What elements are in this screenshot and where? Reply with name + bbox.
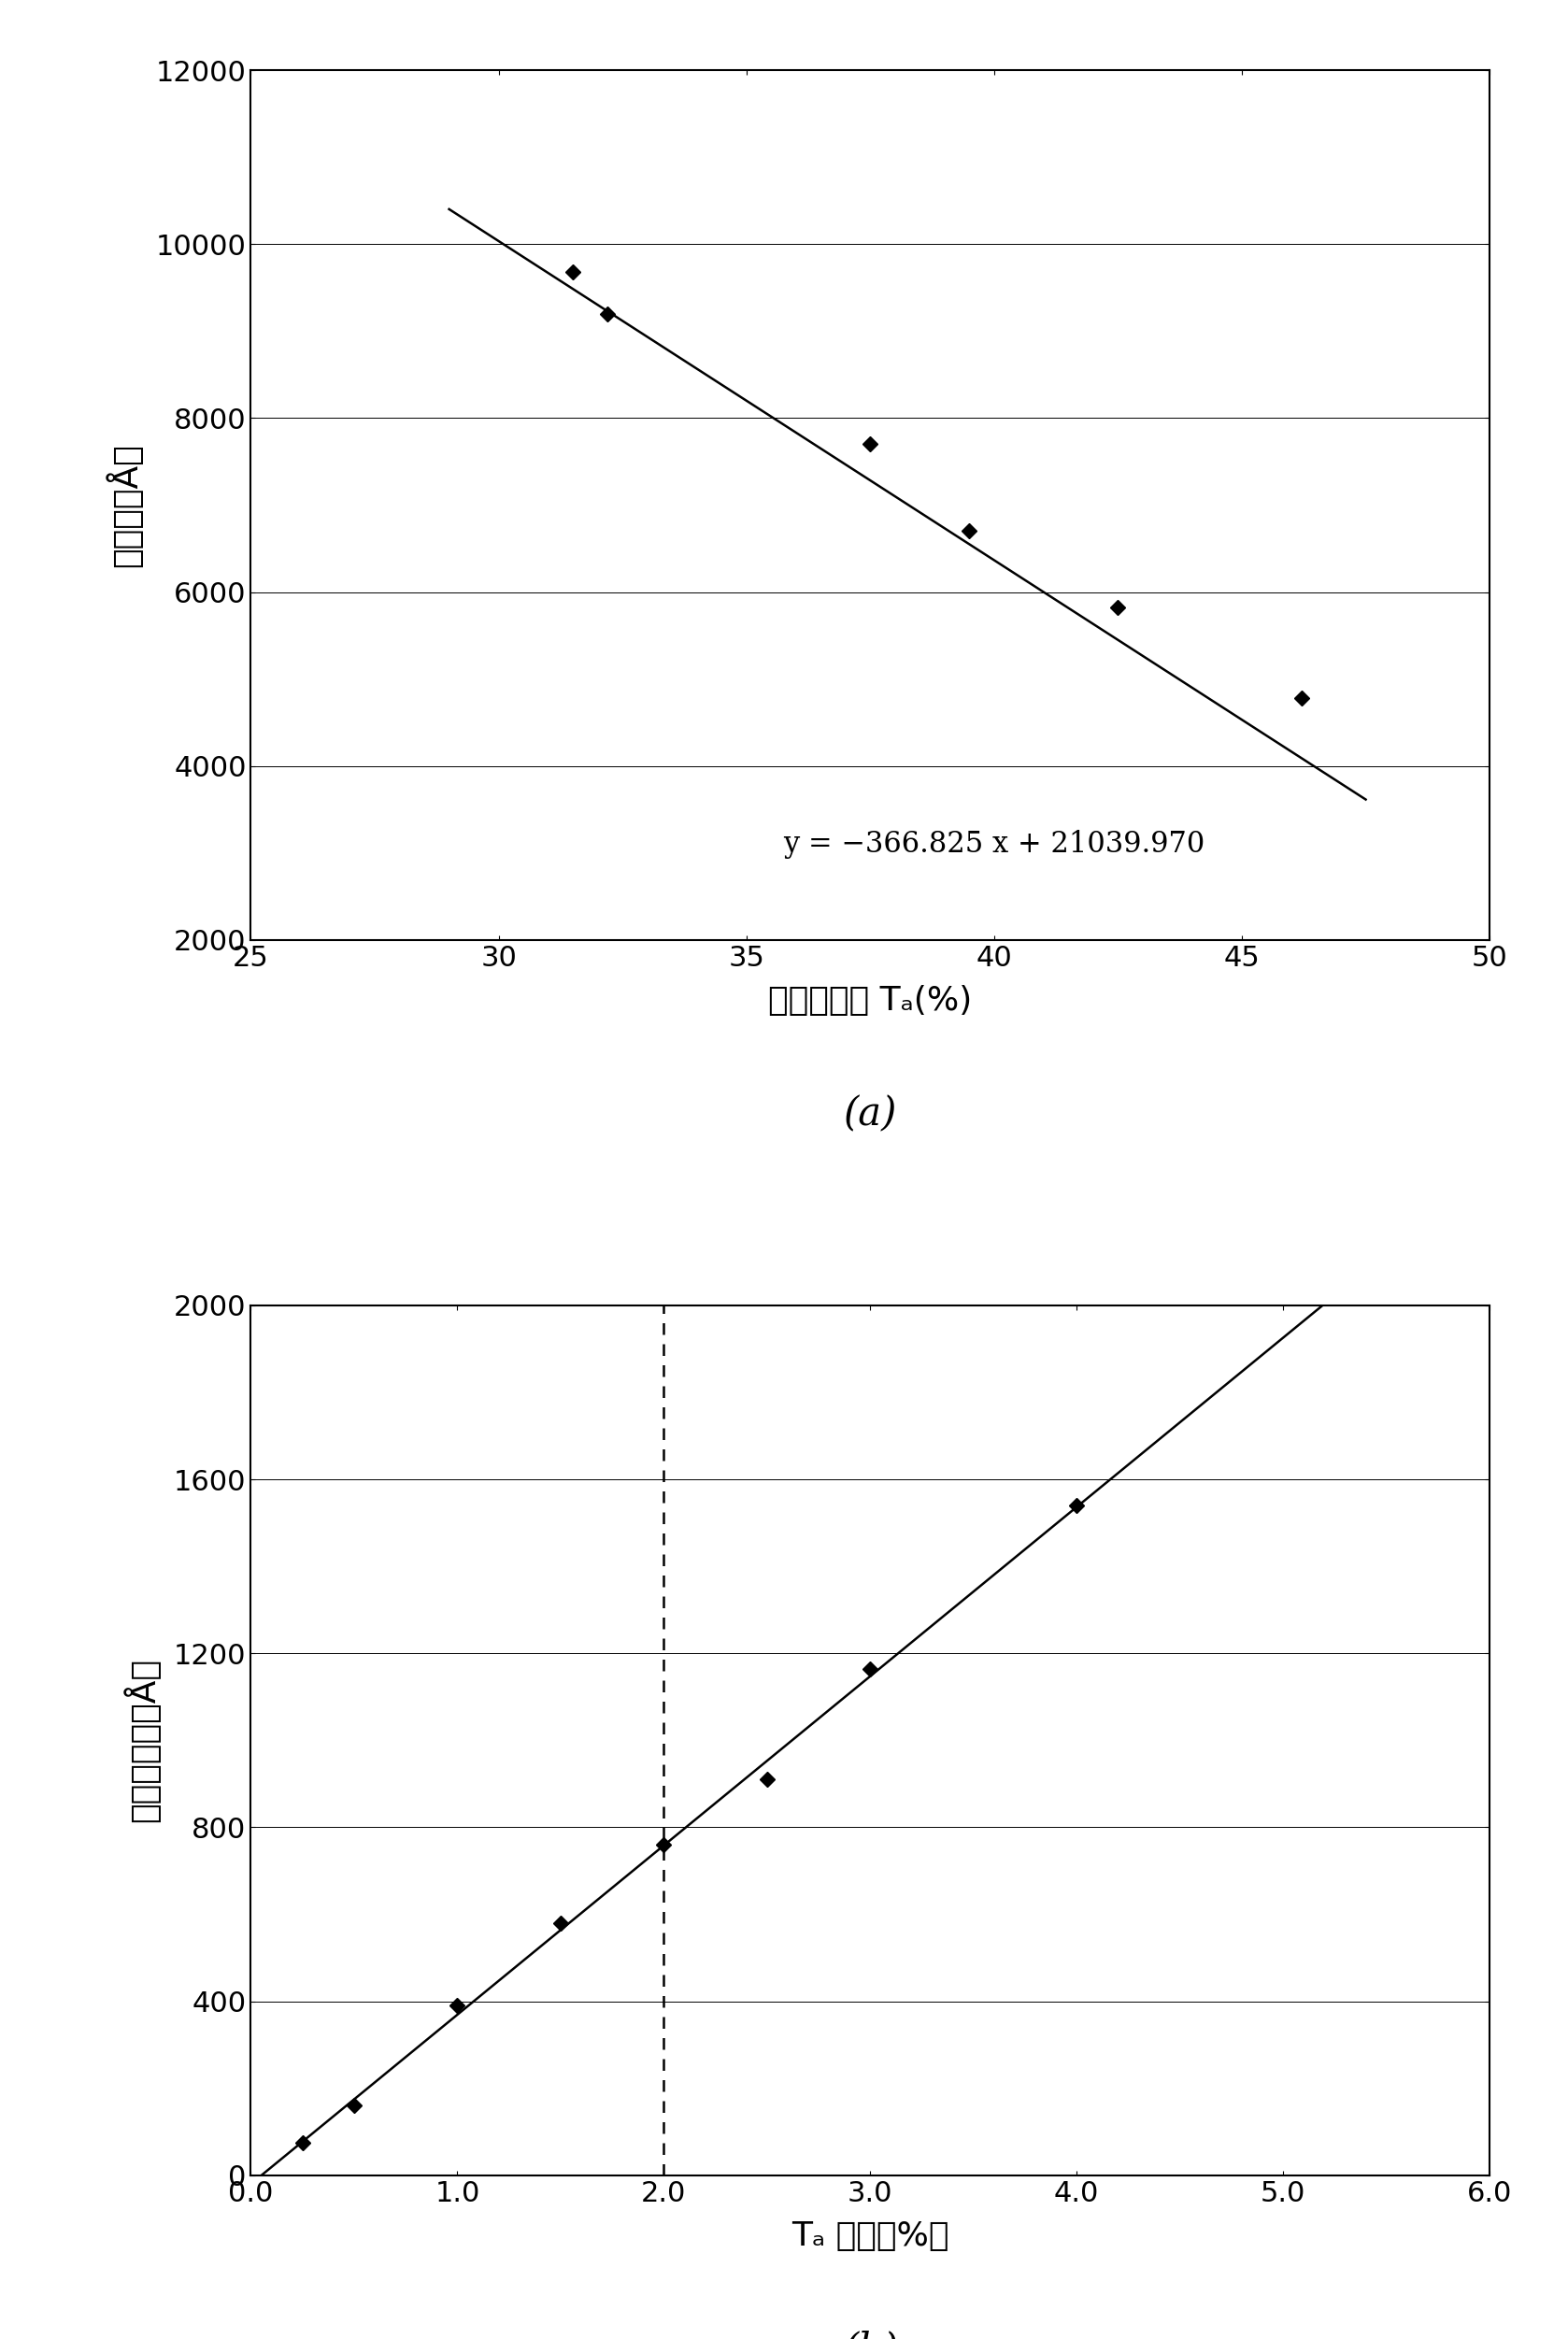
Text: y = −366.825 x + 21039.970: y = −366.825 x + 21039.970 <box>784 830 1204 858</box>
Y-axis label: 残膜値范围（Å）: 残膜値范围（Å） <box>124 1658 162 1822</box>
Text: (b): (b) <box>842 2330 898 2339</box>
Text: (a): (a) <box>844 1095 897 1134</box>
X-axis label: 有效透过率 Tₐ(%): 有效透过率 Tₐ(%) <box>768 985 972 1017</box>
Y-axis label: 残膜値（Å）: 残膜値（Å） <box>105 442 143 566</box>
X-axis label: Tₐ 范围（%）: Tₐ 范围（%） <box>792 2220 949 2252</box>
